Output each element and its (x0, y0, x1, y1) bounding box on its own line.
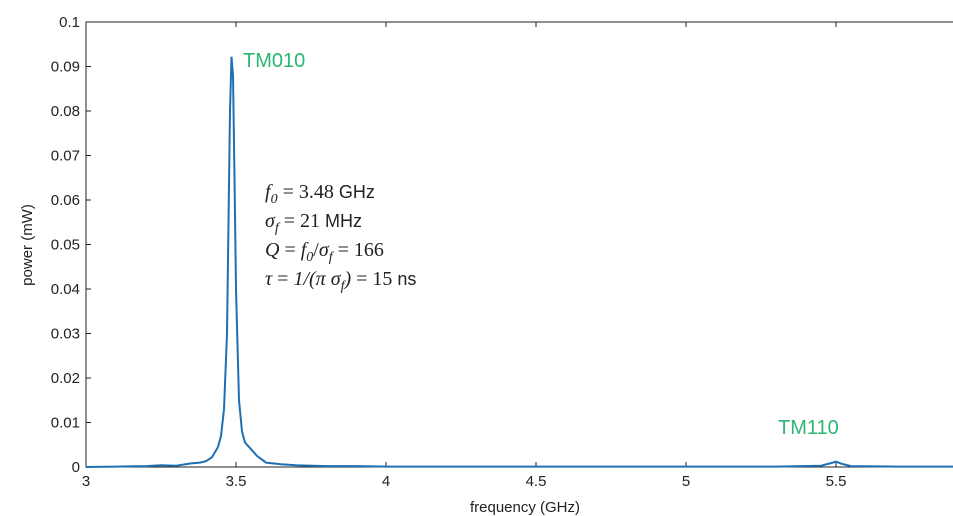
annotation-q: Q = f0/σf = 166 (265, 239, 384, 265)
peak-label-tm110: TM110 (778, 417, 839, 439)
y-tick-label: 0.08 (51, 103, 80, 120)
x-tick-label: 5.5 (826, 473, 847, 490)
y-tick-label: 0.05 (51, 237, 80, 254)
peak-label-tm010: TM010 (243, 50, 305, 72)
x-tick-label: 3.5 (226, 473, 247, 490)
x-axis-label: frequency (GHz) (470, 499, 580, 516)
y-tick-label: 0.01 (51, 415, 80, 432)
annotation-tau: τ = 1/(π σf) = 15 ns (265, 268, 416, 294)
y-tick-label: 0.02 (51, 370, 80, 387)
y-tick-label: 0.07 (51, 148, 80, 165)
y-tick-label: 0.04 (51, 281, 80, 298)
y-tick-label: 0.03 (51, 326, 80, 343)
x-tick-label: 4.5 (526, 473, 547, 490)
axis-ticks: 33.544.555.5600.010.020.030.040.050.060.… (51, 14, 847, 490)
annotation-sigma: σf = 21 MHz (265, 210, 362, 236)
plot-frame (85, 21, 953, 468)
y-tick-label: 0.09 (51, 59, 80, 76)
series-line (85, 56, 953, 468)
fit-annotations: f0 = 3.48 GHz σf = 21 MHz Q = f0/σf = 16… (265, 181, 416, 294)
x-tick-label: 3 (82, 473, 90, 490)
y-tick-label: 0 (72, 459, 80, 476)
y-tick-label: 0.1 (59, 14, 80, 31)
y-axis-label: power (mW) (19, 204, 36, 286)
x-tick-label: 4 (382, 473, 390, 490)
x-tick-label: 5 (682, 473, 690, 490)
y-tick-label: 0.06 (51, 192, 80, 209)
annotation-f0: f0 = 3.48 GHz (265, 181, 375, 207)
